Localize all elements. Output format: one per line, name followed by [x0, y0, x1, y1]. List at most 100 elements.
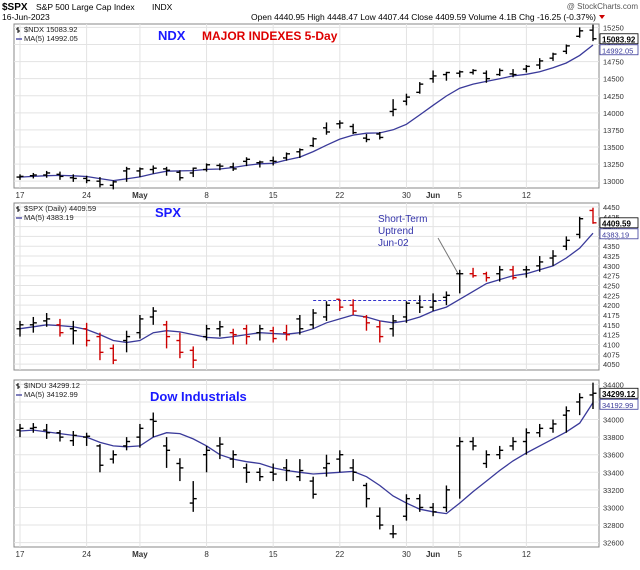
y-tick-label: 4175 [603, 311, 620, 320]
ohlc-bar [283, 152, 291, 161]
ohlc-bar [16, 423, 24, 438]
ohlc-bar [136, 314, 144, 339]
y-tick-label: 33200 [603, 486, 624, 495]
ohlc-bar [269, 156, 277, 166]
y-tick-label: 4125 [603, 331, 620, 340]
ohlc-bar [496, 445, 504, 460]
ohlc-bar [283, 459, 291, 482]
ohlc-bar [429, 70, 437, 83]
legend-label: $INDU 34299.12 [24, 381, 80, 390]
ohlc-bar [243, 463, 251, 483]
ohlc-bar [29, 316, 37, 333]
x-tick-label: 24 [82, 191, 91, 200]
y-tick-label: 14500 [603, 75, 624, 84]
legend-label: MA(5) 34192.99 [24, 390, 78, 399]
ohlc-bar [29, 172, 37, 179]
legend-label: MA(5) 4383.19 [24, 213, 74, 222]
x-tick-label: 15 [269, 191, 278, 200]
ohlc-bar [256, 324, 264, 341]
ohlc-bar [123, 166, 131, 182]
y-tick-label: 4450 [603, 203, 620, 212]
ohlc-bar [469, 267, 477, 278]
x-tick-label: 12 [522, 550, 531, 559]
ohlc-bar [522, 65, 530, 73]
ohlc-bar [336, 120, 344, 129]
ohlc-bar [389, 525, 397, 539]
ohlc-bar [29, 423, 37, 433]
y-tick-label: 33400 [603, 468, 624, 477]
ohlc-bar [296, 314, 304, 335]
ohlc-bar [389, 314, 397, 337]
y-tick-label: 4275 [603, 272, 620, 281]
callout-text: Uptrend [378, 226, 414, 237]
panel-frame [13, 379, 600, 548]
ohlc-bar [163, 166, 171, 176]
legend-label: $SPX (Daily) 4409.59 [24, 204, 96, 213]
header-quote: Open 4440.95 High 4448.47 Low 4407.44 Cl… [251, 12, 596, 22]
ohlc-bar [216, 320, 224, 337]
x-tick-label: 5 [458, 191, 463, 200]
x-tick-label: 30 [402, 191, 411, 200]
ohlc-bar [536, 256, 544, 272]
ohlc-bar [256, 467, 264, 482]
ma-value-tag [599, 398, 639, 410]
ohlc-bar [562, 406, 570, 433]
ohlc-bar [176, 458, 184, 482]
x-tick-label: 8 [204, 550, 209, 559]
ohlc-bar [469, 69, 477, 75]
ohlc-bar [109, 344, 117, 365]
ohlc-bar [69, 174, 77, 182]
y-tick-label: 33000 [603, 503, 624, 512]
x-tick-label: May [132, 550, 148, 559]
ohlc-bar [589, 382, 597, 410]
y-tick-label: 13250 [603, 160, 624, 169]
x-tick-label: 30 [402, 550, 411, 559]
ohlc-bar [376, 131, 384, 140]
ohlc-bar [349, 123, 357, 135]
ohlc-bar [189, 167, 197, 178]
ohlc-bar [83, 175, 91, 184]
ohlc-bar [149, 165, 157, 174]
ohlc-bar [149, 307, 157, 325]
y-tick-label: 34000 [603, 416, 624, 425]
x-tick-label: May [132, 191, 148, 200]
ohlc-bar [482, 70, 490, 83]
ohlc-bar [203, 163, 211, 172]
ohlc-bar [589, 24, 597, 42]
y-tick-label: 33800 [603, 433, 624, 442]
ohlc-bar [96, 332, 104, 361]
ohlc-bar [496, 68, 504, 76]
header-date: 16-Jun-2023 [2, 12, 50, 22]
y-tick-label: 14750 [603, 58, 624, 67]
ohlc-bar [336, 298, 344, 312]
ohlc-bar [576, 216, 584, 239]
ohlc-bar [83, 322, 91, 347]
ohlc-bar [402, 301, 410, 323]
ohlc-bar [163, 437, 171, 468]
ohlc-bar [149, 412, 157, 438]
ohlc-bar [562, 44, 570, 55]
ohlc-bar [43, 170, 51, 178]
ma5-line [19, 402, 594, 515]
ohlc-bar [322, 301, 330, 321]
ohlc-bar [136, 167, 144, 178]
x-tick-label: 5 [458, 550, 463, 559]
ohlc-bar [456, 437, 464, 499]
down-arrow-icon [599, 15, 605, 19]
ohlc-bar [389, 99, 397, 117]
x-tick-label: 17 [16, 191, 25, 200]
y-tick-label: 15250 [603, 23, 624, 32]
ohlc-bar [189, 481, 197, 512]
ohlc-bar [349, 299, 357, 315]
ma-value-label: 14992.05 [602, 46, 633, 55]
ohlc-bar [429, 293, 437, 312]
panel-title: Dow Industrials [150, 389, 247, 404]
ma5-line [19, 44, 594, 182]
ohlc-bar [69, 430, 77, 446]
ohlc-bar [509, 69, 517, 78]
y-tick-label: 14000 [603, 109, 624, 118]
ohlc-bar [549, 419, 557, 433]
ma-value-tag [599, 228, 639, 240]
x-tick-label: 8 [204, 191, 209, 200]
